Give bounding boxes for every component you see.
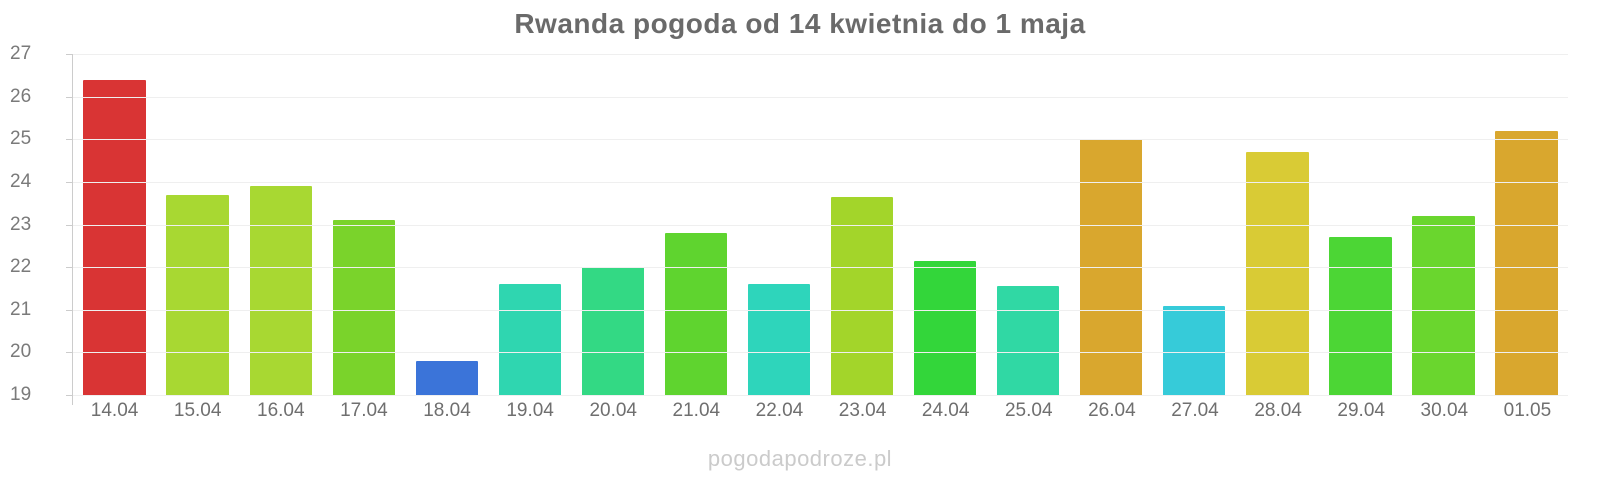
y-axis-tick bbox=[66, 309, 72, 311]
gridline-y-24 bbox=[73, 181, 1568, 183]
bar-slot bbox=[1236, 54, 1319, 395]
x-axis-labels: 14.04 15.04 16.04 17.04 18.04 19.04 20.04 21.04… bbox=[73, 400, 1569, 422]
bar-slot bbox=[322, 54, 405, 395]
x-axis-label: 22.04 bbox=[755, 400, 804, 421]
bar-21.04[interactable] bbox=[664, 233, 728, 395]
x-axis-label: 23.04 bbox=[838, 400, 887, 421]
x-axis-label: 21.04 bbox=[672, 400, 721, 421]
bar-19.04[interactable] bbox=[498, 284, 561, 395]
bar-20.04[interactable] bbox=[581, 267, 645, 395]
bar-slot bbox=[239, 54, 322, 395]
bar-23.04[interactable] bbox=[830, 196, 894, 395]
bar-slot bbox=[488, 54, 571, 395]
x-axis-label: 19.04 bbox=[506, 400, 554, 421]
x-axis-label: 14.04 bbox=[90, 400, 139, 421]
bar-24.04[interactable] bbox=[914, 260, 977, 395]
bar-slot bbox=[1319, 54, 1402, 395]
gridline-y-21 bbox=[73, 309, 1568, 311]
bar-slot bbox=[904, 54, 987, 395]
bar-14.04[interactable] bbox=[83, 79, 146, 395]
x-axis-label: 28.04 bbox=[1254, 400, 1302, 421]
y-axis-tick bbox=[66, 352, 72, 354]
x-axis-label: 26.04 bbox=[1088, 400, 1136, 421]
y-axis-label: 22 bbox=[10, 256, 32, 278]
gridline-y-20 bbox=[73, 352, 1568, 354]
bar-25.04[interactable] bbox=[997, 286, 1060, 395]
x-axis-label: 15.04 bbox=[173, 400, 222, 421]
x-axis-label: 20.04 bbox=[589, 400, 637, 421]
y-axis-tick bbox=[66, 54, 72, 55]
watermark-text: pogodapodroze.pl bbox=[707, 446, 893, 471]
x-axis-label: 17.04 bbox=[340, 400, 388, 421]
y-axis-label: 21 bbox=[10, 298, 32, 320]
gridline-y-25 bbox=[73, 139, 1568, 141]
y-axis-label: 20 bbox=[10, 341, 32, 363]
bar-slot bbox=[738, 54, 821, 395]
gridline-y-27 bbox=[73, 54, 1568, 55]
x-axis-label: 29.04 bbox=[1337, 400, 1385, 421]
bar-16.04[interactable] bbox=[249, 186, 312, 395]
y-axis-label: 19 bbox=[10, 384, 32, 405]
y-axis-label: 24 bbox=[10, 170, 32, 192]
bar-27.04[interactable] bbox=[1163, 305, 1226, 395]
bar-slot bbox=[405, 54, 488, 395]
x-axis-label: 18.04 bbox=[423, 400, 471, 421]
y-axis-label: 27 bbox=[10, 43, 32, 64]
bar-29.04[interactable] bbox=[1329, 237, 1392, 395]
y-axis-tick bbox=[66, 139, 72, 141]
y-axis-tick bbox=[66, 395, 72, 396]
bar-30.04[interactable] bbox=[1412, 215, 1475, 395]
x-axis-label: 25.04 bbox=[1004, 400, 1053, 421]
bar-slot bbox=[654, 54, 737, 395]
bar-slot bbox=[156, 54, 239, 395]
bar-28.04[interactable] bbox=[1246, 152, 1309, 395]
bar-15.04[interactable] bbox=[166, 194, 229, 395]
gridline-y-22 bbox=[73, 267, 1568, 269]
x-axis-label: 27.04 bbox=[1171, 400, 1219, 421]
bar-slot bbox=[73, 54, 156, 395]
bar-17.04[interactable] bbox=[332, 220, 395, 395]
y-axis-tick bbox=[66, 224, 72, 226]
y-axis-tick bbox=[66, 267, 72, 269]
bar-01.05[interactable] bbox=[1495, 130, 1558, 395]
bar-slot bbox=[821, 54, 904, 395]
y-axis-label: 23 bbox=[10, 213, 32, 235]
gridline-y-26 bbox=[73, 96, 1568, 98]
bar-slot bbox=[987, 54, 1070, 395]
bar-slot bbox=[571, 54, 654, 395]
x-axis-label: 30.04 bbox=[1420, 400, 1469, 421]
bar-slot bbox=[1153, 54, 1236, 395]
gridline-y-23 bbox=[73, 224, 1568, 226]
bar-slot bbox=[1402, 54, 1485, 395]
y-axis-label: 26 bbox=[10, 85, 32, 107]
y-axis-line bbox=[72, 54, 73, 405]
gridline-y-19 bbox=[73, 395, 1568, 396]
bar-18.04[interactable] bbox=[415, 360, 478, 395]
y-axis-tick bbox=[66, 96, 72, 98]
chart-title: Rwanda pogoda od 14 kwietnia do 1 maja bbox=[514, 8, 1086, 39]
x-axis-label: 01.05 bbox=[1503, 400, 1552, 421]
y-axis-label: 25 bbox=[10, 128, 32, 150]
x-axis-label: 16.04 bbox=[257, 400, 305, 421]
y-axis-tick bbox=[66, 181, 72, 183]
bar-22.04[interactable] bbox=[747, 284, 811, 395]
bar-slot bbox=[1485, 54, 1568, 395]
plot-area: 27 26 25 24 23 22 21 20 19 bbox=[10, 44, 1568, 405]
x-axis-label: 24.04 bbox=[921, 400, 970, 421]
